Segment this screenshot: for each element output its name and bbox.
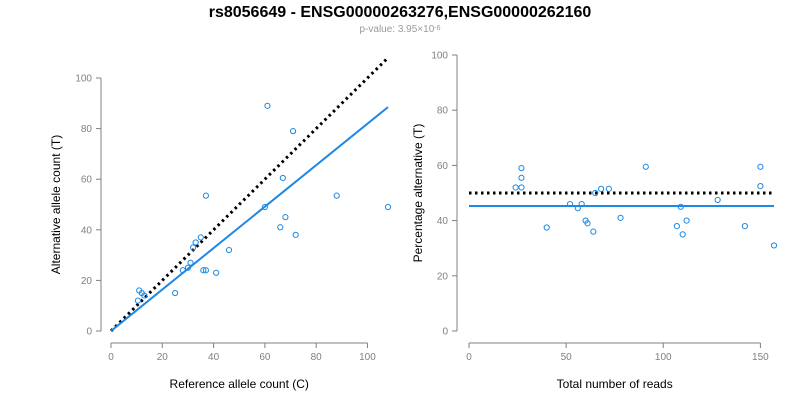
x-tick-label: 80: [311, 352, 323, 363]
y-tick-label: 100: [431, 51, 448, 62]
data-point: [590, 228, 597, 235]
chart-title: rs8056649 - ENSG00000263276,ENSG00000262…: [208, 4, 592, 21]
data-point: [757, 163, 764, 170]
y-tick-label: 0: [86, 327, 92, 338]
chart-subtitle: p-value: 3.95×10-6: [0, 24, 800, 35]
data-point: [292, 231, 299, 238]
data-point: [578, 200, 585, 208]
x-axis-label: Total number of reads: [557, 377, 673, 391]
reference-line: [109, 56, 390, 333]
data-point: [200, 267, 207, 274]
data-point: [213, 269, 220, 276]
data-point: [290, 128, 297, 135]
data-point: [277, 224, 284, 231]
data-point: [714, 196, 721, 203]
data-point: [279, 174, 286, 182]
data-point: [264, 102, 271, 109]
data-point: [192, 239, 199, 246]
data-point: [141, 292, 148, 299]
data-point: [134, 297, 142, 304]
data-point: [605, 185, 612, 192]
data-point: [592, 189, 599, 197]
data-point: [189, 244, 197, 251]
y-tick-label: 20: [81, 276, 93, 287]
data-point: [584, 220, 591, 227]
data-point: [172, 289, 179, 297]
data-point: [574, 205, 581, 212]
y-tick-label: 60: [437, 161, 449, 172]
x-tick-label: 150: [752, 352, 769, 363]
data-point: [543, 224, 550, 231]
fit-line: [110, 106, 389, 332]
data-point: [679, 231, 686, 238]
x-axis-label: Reference allele count (C): [170, 377, 309, 391]
x-tick-label: 50: [561, 352, 573, 363]
data-point: [642, 163, 649, 170]
data-point: [518, 184, 525, 191]
y-tick-label: 60: [81, 175, 93, 186]
x-tick-label: 40: [208, 352, 220, 363]
data-point: [741, 223, 748, 230]
x-tick-label: 100: [655, 352, 672, 363]
data-point: [566, 200, 574, 208]
data-point: [197, 234, 204, 241]
data-point: [770, 242, 778, 249]
data-point: [512, 184, 519, 191]
data-point: [683, 217, 690, 224]
data-point: [202, 192, 209, 199]
data-point: [617, 214, 624, 221]
data-point: [261, 203, 268, 211]
x-tick-label: 0: [108, 352, 114, 363]
x-tick-label: 100: [359, 352, 376, 363]
y-tick-label: 0: [442, 327, 448, 338]
y-tick-label: 80: [81, 124, 93, 135]
x-tick-label: 0: [466, 352, 472, 363]
data-point: [673, 223, 680, 230]
p-value-text: p-value: 3.95×10: [359, 24, 435, 35]
data-point: [202, 267, 209, 274]
y-axis-label: Alternative allele count (T): [49, 135, 63, 274]
data-point: [333, 192, 340, 199]
data-point: [282, 214, 289, 221]
y-tick-label: 80: [437, 106, 449, 117]
data-point: [757, 183, 764, 190]
y-tick-label: 40: [81, 225, 93, 236]
data-point: [184, 264, 192, 271]
y-tick-label: 40: [437, 216, 449, 227]
data-point: [518, 174, 525, 181]
data-point: [518, 165, 525, 172]
y-tick-label: 100: [75, 74, 92, 85]
x-tick-label: 60: [259, 352, 271, 363]
y-axis-label: Percentage alternative (T): [411, 124, 425, 263]
p-value-exponent: -6: [434, 25, 441, 32]
y-tick-label: 20: [437, 271, 449, 282]
data-point: [225, 246, 233, 254]
data-point: [384, 203, 392, 211]
data-point: [598, 185, 605, 192]
data-point: [677, 203, 684, 210]
data-point: [179, 267, 186, 274]
right-scatter-panel: 0 50 100 150 0 20 40 60 80 100 Total number of rea…: [411, 51, 778, 391]
left-scatter-panel: 0 20 40 60 80 100 0 20 40 60 80 100 Reference allele…: [49, 56, 392, 391]
data-point: [187, 259, 194, 266]
x-tick-label: 20: [157, 352, 169, 363]
